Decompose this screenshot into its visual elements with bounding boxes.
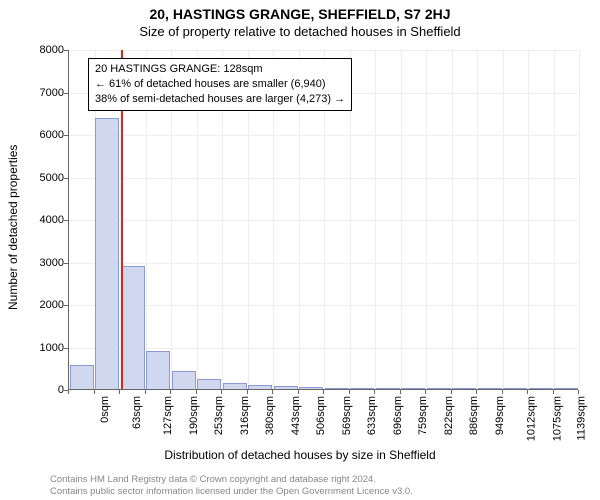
x-tick-label: 886sqm [468,396,480,435]
gridline-v [426,50,427,389]
histogram-bar [70,365,94,389]
y-tick-label: 0 [24,384,64,396]
y-tick-label: 4000 [24,214,64,226]
x-tick-mark [578,390,579,394]
histogram-bar [299,387,323,389]
histogram-bar [197,379,221,389]
y-tick-mark [64,178,68,179]
y-axis-label: Number of detached properties [6,145,20,310]
x-tick-label: 0sqm [99,396,111,423]
y-tick-label: 7000 [24,87,64,99]
x-tick-label: 696sqm [392,396,404,435]
x-tick-mark [298,390,299,394]
x-tick-label: 63sqm [131,396,143,429]
chart-title: 20, HASTINGS GRANGE, SHEFFIELD, S7 2HJ [0,0,600,22]
y-tick-label: 5000 [24,172,64,184]
gridline-v [579,50,580,389]
x-tick-mark [425,390,426,394]
x-tick-label: 253sqm [213,396,225,435]
histogram-bar [554,388,578,389]
y-tick-label: 8000 [24,44,64,56]
x-tick-label: 506sqm [315,396,327,435]
x-tick-label: 633sqm [366,396,378,435]
x-tick-mark [553,390,554,394]
x-tick-mark [476,390,477,394]
x-tick-label: 569sqm [341,396,353,435]
histogram-bar [121,266,145,389]
x-tick-mark [451,390,452,394]
x-tick-label: 190sqm [188,396,200,435]
histogram-bar [350,388,374,389]
x-tick-mark [400,390,401,394]
chart-container: 20, HASTINGS GRANGE, SHEFFIELD, S7 2HJ S… [0,0,600,500]
x-tick-mark [502,390,503,394]
x-tick-label: 822sqm [443,396,455,435]
x-tick-mark [145,390,146,394]
x-tick-label: 1139sqm [575,396,587,440]
annotation-box: 20 HASTINGS GRANGE: 128sqm ← 61% of deta… [88,58,352,111]
histogram-bar [274,386,298,389]
histogram-bar [478,388,502,389]
x-tick-mark [170,390,171,394]
x-tick-mark [119,390,120,394]
histogram-bar [172,371,196,389]
histogram-bar [95,118,119,389]
gridline-v [375,50,376,389]
gridline-v [528,50,529,389]
histogram-bar [529,388,553,389]
x-tick-label: 316sqm [239,396,251,435]
annotation-line: 38% of semi-detached houses are larger (… [95,92,345,107]
footer-attribution: Contains HM Land Registry data © Crown c… [50,474,413,498]
x-tick-mark [68,390,69,394]
y-tick-mark [64,220,68,221]
y-tick-mark [64,93,68,94]
x-tick-mark [247,390,248,394]
histogram-bar [146,351,170,389]
histogram-bar [452,388,476,389]
x-tick-mark [349,390,350,394]
gridline-v [401,50,402,389]
x-tick-mark [196,390,197,394]
y-tick-mark [64,263,68,264]
y-tick-label: 2000 [24,299,64,311]
y-tick-mark [64,135,68,136]
y-tick-mark [64,305,68,306]
gridline-v [503,50,504,389]
x-tick-label: 949sqm [494,396,506,435]
x-tick-mark [527,390,528,394]
y-tick-label: 3000 [24,257,64,269]
x-tick-label: 759sqm [417,396,429,435]
x-tick-mark [221,390,222,394]
histogram-bar [223,383,247,389]
y-tick-label: 1000 [24,342,64,354]
x-tick-mark [94,390,95,394]
x-axis-label: Distribution of detached houses by size … [0,448,600,462]
histogram-bar [325,388,349,389]
x-tick-label: 1075sqm [551,396,563,441]
x-tick-label: 443sqm [290,396,302,435]
annotation-line: 20 HASTINGS GRANGE: 128sqm [95,62,345,77]
histogram-bar [503,388,527,389]
gridline-v [452,50,453,389]
footer-line: Contains public sector information licen… [50,486,413,498]
histogram-bar [376,388,400,389]
x-tick-mark [374,390,375,394]
x-tick-label: 127sqm [162,396,174,435]
annotation-line: ← 61% of detached houses are smaller (6,… [95,77,345,92]
gridline-v [554,50,555,389]
histogram-bar [401,388,425,389]
y-tick-mark [64,348,68,349]
x-tick-label: 1012sqm [525,396,537,441]
chart-subtitle: Size of property relative to detached ho… [0,22,600,39]
x-tick-mark [323,390,324,394]
gridline-v [477,50,478,389]
footer-line: Contains HM Land Registry data © Crown c… [50,474,413,486]
y-tick-label: 6000 [24,129,64,141]
x-tick-mark [272,390,273,394]
histogram-bar [427,388,451,389]
histogram-bar [248,385,272,389]
y-tick-mark [64,50,68,51]
x-tick-label: 380sqm [264,396,276,435]
